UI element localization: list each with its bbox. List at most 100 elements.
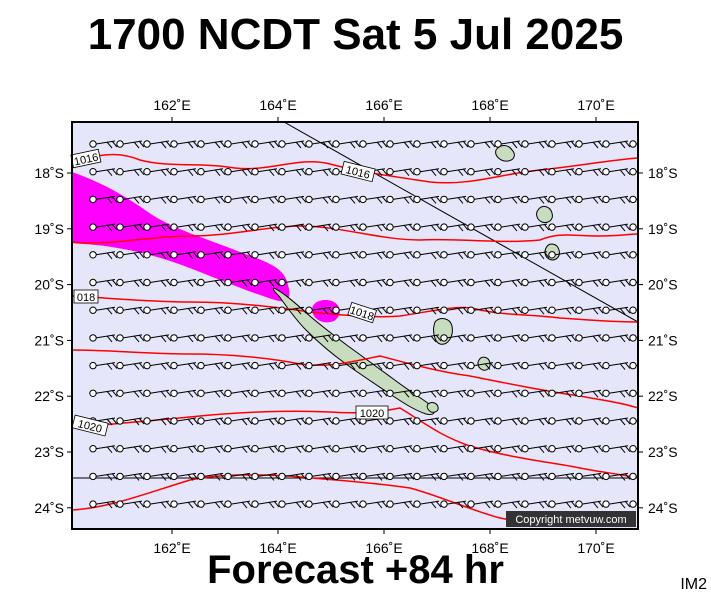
wind-barb — [467, 168, 496, 177]
lon-tick-label: 166˚E — [365, 540, 402, 556]
lat-tick-label: 21˚S — [648, 332, 678, 348]
lon-tick-label: 170˚E — [577, 540, 614, 556]
isobar-1018 — [72, 295, 638, 323]
wind-barb — [521, 361, 550, 370]
wind-barb — [224, 500, 253, 509]
wind-barb — [197, 140, 226, 149]
wind-barb — [170, 195, 199, 204]
wind-barb — [413, 500, 442, 509]
lat-tick-label: 21˚S — [34, 332, 64, 348]
wind-barb — [332, 417, 361, 426]
wind-barb — [332, 389, 361, 398]
wind-barb — [89, 445, 118, 454]
isobar-label: 1020 — [355, 405, 389, 420]
land-lifou — [536, 205, 553, 223]
wind-barb — [170, 168, 199, 177]
wind-barb — [494, 417, 523, 426]
lon-tick-label: 162˚E — [153, 540, 190, 556]
wind-barb — [89, 278, 118, 287]
wind-barb — [197, 445, 226, 454]
wind-barb — [278, 389, 307, 398]
wind-barb — [359, 472, 388, 481]
wind-barb — [440, 140, 469, 149]
wind-barb — [494, 334, 523, 343]
wind-barb — [521, 417, 550, 426]
wind-barb — [602, 361, 631, 370]
isobar-label: 1016 — [340, 160, 376, 183]
wind-barb — [359, 278, 388, 287]
wind-barb — [251, 361, 280, 370]
isobar-1019 — [72, 349, 638, 409]
wind-barb — [494, 445, 523, 454]
wind-barb — [251, 195, 280, 204]
lat-tick-label: 20˚S — [648, 277, 678, 293]
wind-barb — [467, 140, 496, 149]
wind-barb — [332, 195, 361, 204]
wind-barb — [89, 223, 118, 232]
wind-barb — [89, 168, 118, 177]
wind-barb — [413, 389, 442, 398]
wind-barb — [467, 251, 496, 260]
copyright-box — [506, 511, 636, 527]
wind-barb — [467, 195, 496, 204]
lon-tick-label: 164˚E — [259, 97, 296, 113]
wind-barb — [575, 306, 604, 315]
wind-barb — [251, 140, 280, 149]
wind-barb — [413, 278, 442, 287]
wind-barb — [332, 140, 361, 149]
wind-barb — [278, 278, 307, 287]
wind-barb — [521, 445, 550, 454]
wind-barb — [602, 278, 631, 287]
lat-tick-label: 18˚S — [34, 165, 64, 181]
lon-tick-label: 168˚E — [471, 97, 508, 113]
wind-barb — [440, 445, 469, 454]
wind-barb — [143, 334, 172, 343]
wind-barb — [575, 195, 604, 204]
wind-barb — [89, 389, 118, 398]
svg-text:1016: 1016 — [344, 164, 371, 182]
wind-barb — [440, 251, 469, 260]
wind-barb — [494, 251, 523, 260]
lat-tick-label: 24˚S — [648, 500, 678, 516]
wind-barb — [467, 278, 496, 287]
wind-barb — [332, 251, 361, 260]
wind-barb — [440, 417, 469, 426]
lon-tick-label: 170˚E — [577, 97, 614, 113]
wind-barb — [305, 306, 334, 315]
wind-barb — [224, 445, 253, 454]
wind-barb — [116, 361, 145, 370]
wind-barb — [359, 195, 388, 204]
wind-barb — [602, 389, 631, 398]
wind-barb — [197, 223, 226, 232]
wind-barb — [386, 251, 415, 260]
wind-barb — [602, 195, 631, 204]
wind-barb — [575, 417, 604, 426]
wind-barb — [116, 251, 145, 260]
wind-barb — [629, 500, 638, 508]
wind-barb — [629, 417, 638, 425]
wind-barb — [494, 278, 523, 287]
svg-text:1020: 1020 — [360, 408, 384, 420]
lon-tick-label: 166˚E — [365, 97, 402, 113]
wind-barb — [332, 278, 361, 287]
wind-barb — [386, 389, 415, 398]
wind-barb — [467, 445, 496, 454]
wind-barb — [116, 389, 145, 398]
wind-barb — [224, 334, 253, 343]
wind-barb — [440, 168, 469, 177]
wind-barb — [413, 251, 442, 260]
wind-barb — [251, 417, 280, 426]
wind-barb — [278, 500, 307, 509]
svg-text:1020: 1020 — [76, 418, 103, 436]
wind-barb — [143, 472, 172, 481]
wind-barb — [548, 278, 577, 287]
wind-barb — [359, 445, 388, 454]
wind-barb — [386, 306, 415, 315]
wind-barb — [332, 223, 361, 232]
wind-barb — [170, 306, 199, 315]
wind-barb — [251, 472, 280, 481]
wind-barb — [521, 500, 550, 509]
wind-barb — [575, 361, 604, 370]
wind-barb — [548, 168, 577, 177]
wind-barb — [305, 140, 334, 149]
